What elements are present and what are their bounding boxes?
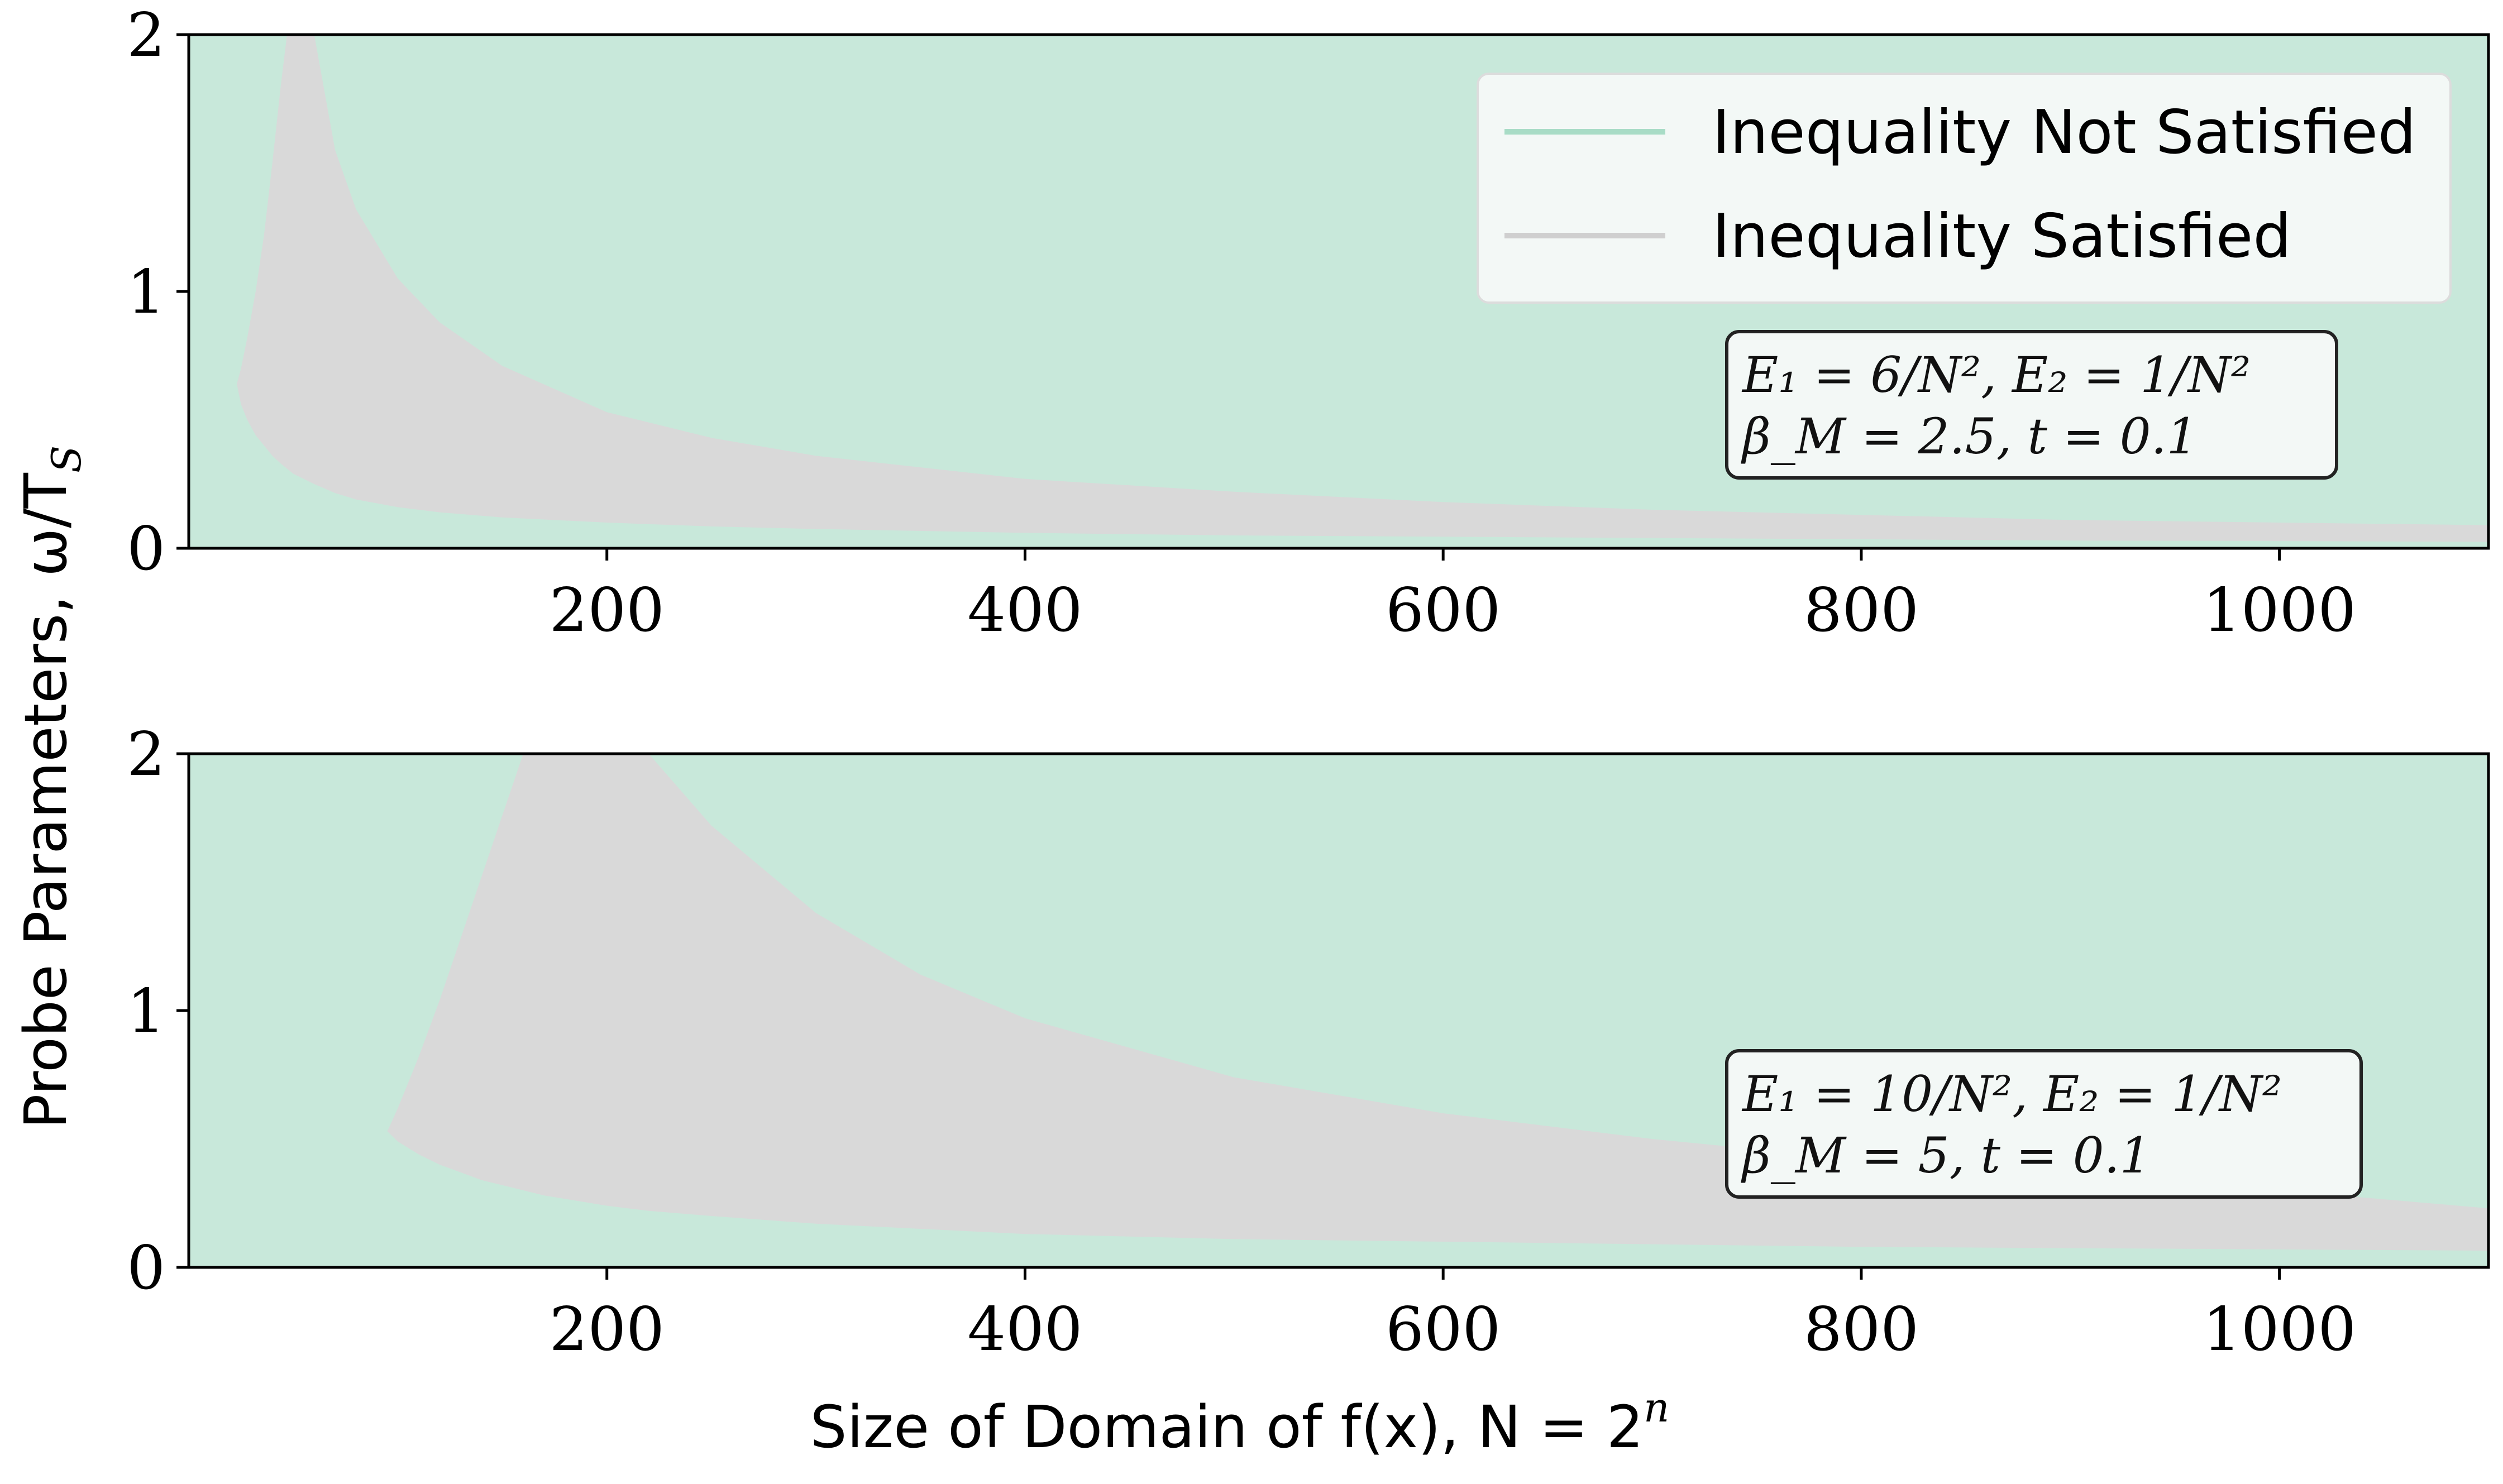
- x-tick-label: 400: [967, 576, 1082, 645]
- y-tick-label: 2: [127, 720, 165, 789]
- annotation-box: [1725, 330, 2338, 480]
- annotation-line-2: β_M = 2.5, t = 0.1: [1741, 408, 2198, 465]
- x-tick-label: 1000: [2203, 1295, 2356, 1365]
- y-tick-label: 0: [127, 514, 165, 584]
- annotation-line-1: E₁ = 6/N², E₂ = 1/N²: [1741, 346, 2251, 404]
- x-tick-label: 200: [550, 576, 665, 645]
- x-tick-label: 800: [1804, 576, 1919, 645]
- y-axis-label: Probe Parameters, ω/TS: [12, 446, 90, 1129]
- region-inequality-satisfied: [387, 754, 2488, 1251]
- annotation-box: [1725, 1049, 2363, 1199]
- x-tick-label: 600: [1386, 576, 1501, 645]
- y-tick-label: 0: [127, 1233, 165, 1303]
- y-tick-label: 1: [127, 976, 165, 1046]
- y-tick-label: 1: [127, 257, 165, 327]
- panels: 200 400 600 800 1000 0 1 2 Inequality Not Satisf…: [127, 1, 2490, 1365]
- x-tick-label: 800: [1804, 1295, 1919, 1365]
- annotation-line-1: E₁ = 10/N², E₂ = 1/N²: [1741, 1065, 2282, 1123]
- legend-label: Inequality Not Satisfied: [1712, 98, 2416, 167]
- legend-box: [1477, 73, 2452, 304]
- y-tick-label: 2: [127, 1, 165, 70]
- svg-text:Probe Parameters, ω/TS: Probe Parameters, ω/TS: [12, 446, 90, 1129]
- panel-1: 200 400 600 800 1000 0 1 2 Inequality Not Satisf…: [127, 1, 2490, 645]
- region-inequality-satisfied: [237, 35, 2488, 542]
- x-axis-label: Size of Domain of f(x), N = 2n: [810, 1384, 1670, 1461]
- x-tick-label: 600: [1386, 1295, 1501, 1365]
- legend-label: Inequality Satisfied: [1712, 202, 2291, 271]
- annotation-line-2: β_M = 5, t = 0.1: [1741, 1127, 2151, 1184]
- x-tick-label: 1000: [2203, 576, 2356, 645]
- x-tick-label: 200: [550, 1295, 665, 1365]
- svg-text:Size of Domain of f(x), N = 2n: Size of Domain of f(x), N = 2n: [810, 1384, 1670, 1461]
- panel-2: 200 400 600 800 1000 0 1 2 E₁ = 10/N², E₂ = 1/N²…: [127, 720, 2490, 1365]
- x-tick-label: 400: [967, 1295, 1082, 1365]
